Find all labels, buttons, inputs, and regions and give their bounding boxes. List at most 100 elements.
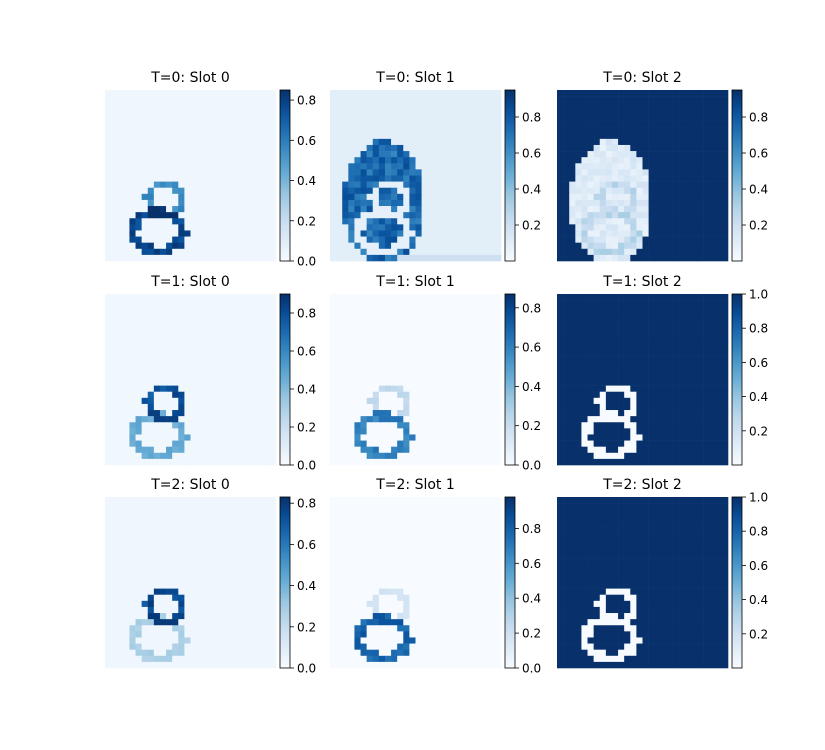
heatmap-cell: [433, 114, 441, 121]
heatmap-cell: [642, 212, 649, 219]
heatmap-cell: [642, 361, 649, 368]
heatmap-cell: [605, 212, 613, 219]
heatmap-cell: [581, 452, 588, 460]
heatmap-cell: [269, 324, 277, 331]
heatmap-cell: [397, 218, 404, 225]
heatmap-cell: [691, 102, 698, 109]
heatmap-cell: [178, 324, 185, 331]
heatmap-cell: [208, 126, 216, 134]
heatmap-cell: [384, 294, 392, 301]
heatmap-cell: [648, 169, 656, 176]
heatmap-cell: [409, 199, 416, 207]
heatmap-cell: [221, 294, 228, 301]
heatmap-cell: [384, 242, 392, 250]
heatmap-cell: [685, 248, 692, 256]
heatmap-cell: [378, 300, 386, 307]
heatmap-cell: [257, 527, 265, 534]
heatmap-cell: [178, 422, 185, 429]
heatmap-cell: [703, 446, 710, 454]
heatmap-cell: [452, 151, 459, 158]
heatmap-cell: [421, 114, 429, 121]
heatmap-cell: [251, 521, 258, 528]
heatmap-cell: [153, 294, 161, 301]
heatmap-cell: [648, 224, 656, 231]
heatmap-cell: [611, 175, 619, 182]
heatmap-cell: [378, 242, 386, 250]
heatmap-cell: [245, 230, 252, 237]
heatmap-cell: [172, 242, 179, 250]
heatmap-cell: [703, 373, 710, 380]
heatmap-cell: [397, 416, 404, 423]
heatmap-cell: [618, 120, 625, 127]
heatmap-cell: [673, 126, 680, 134]
heatmap-cell: [494, 151, 502, 158]
heatmap-cell: [354, 120, 361, 127]
heatmap-cell: [105, 157, 112, 164]
heatmap-cell: [221, 175, 228, 182]
heatmap-cell: [654, 151, 662, 158]
heatmap-cell: [642, 446, 649, 454]
heatmap-cell: [123, 218, 130, 225]
heatmap-cell: [569, 391, 576, 399]
heatmap-cell: [391, 187, 398, 195]
heatmap-cell: [245, 193, 252, 201]
heatmap-cell: [654, 96, 662, 103]
heatmap-cell: [470, 175, 477, 182]
heatmap-cell: [575, 230, 582, 237]
heatmap-cell: [190, 373, 197, 380]
heatmap-cell: [575, 410, 582, 417]
heatmap-cell: [111, 503, 118, 510]
heatmap-cell: [159, 108, 167, 115]
heatmap-cell: [178, 385, 185, 393]
heatmap-cell: [452, 102, 459, 109]
heatmap-cell: [691, 397, 698, 405]
heatmap-cell: [263, 108, 271, 115]
heatmap-cell: [336, 367, 343, 374]
heatmap-cell: [685, 102, 692, 109]
heatmap-cell: [147, 367, 155, 374]
heatmap-cell: [660, 367, 668, 374]
heatmap-cell: [342, 169, 349, 176]
heatmap-cell: [135, 318, 142, 325]
heatmap-cell: [117, 428, 124, 435]
heatmap-cell: [599, 385, 607, 393]
heatmap-cell: [427, 452, 435, 460]
heatmap-cell: [409, 379, 416, 386]
heatmap-cell: [330, 151, 337, 158]
heatmap-cell: [135, 248, 142, 256]
heatmap-cell: [397, 440, 404, 447]
heatmap-cell: [135, 324, 142, 331]
heatmap-cell: [666, 348, 674, 356]
heatmap-cell: [378, 144, 386, 152]
heatmap-cell: [624, 336, 631, 344]
heatmap-cell: [611, 324, 619, 331]
heatmap-cell: [117, 224, 124, 231]
heatmap-cell: [703, 175, 710, 182]
heatmap-cell: [599, 206, 607, 213]
heatmap-cell: [397, 126, 404, 134]
heatmap-cell: [624, 242, 631, 250]
heatmap-cell: [342, 434, 349, 441]
heatmap-cell: [153, 509, 161, 516]
heatmap-cell: [221, 312, 228, 319]
heatmap-cell: [464, 199, 471, 207]
heatmap-cell: [476, 397, 483, 405]
heatmap-cell: [575, 175, 582, 182]
heatmap-cell: [421, 367, 429, 374]
heatmap-cell: [599, 416, 607, 423]
heatmap-cell: [470, 330, 477, 338]
heatmap-cell: [354, 90, 361, 97]
heatmap-cell: [208, 533, 216, 541]
heatmap-cell: [673, 446, 680, 454]
heatmap-cell: [397, 206, 404, 213]
heatmap-cell: [245, 90, 252, 97]
heatmap-cell: [697, 126, 704, 134]
heatmap-cell: [214, 403, 222, 411]
heatmap-cell: [147, 452, 155, 460]
heatmap-cell: [354, 230, 361, 237]
heatmap-cell: [178, 163, 185, 170]
heatmap-cell: [354, 342, 361, 350]
heatmap-cell: [581, 410, 588, 417]
heatmap-cell: [593, 144, 601, 152]
heatmap-cell: [330, 312, 337, 319]
